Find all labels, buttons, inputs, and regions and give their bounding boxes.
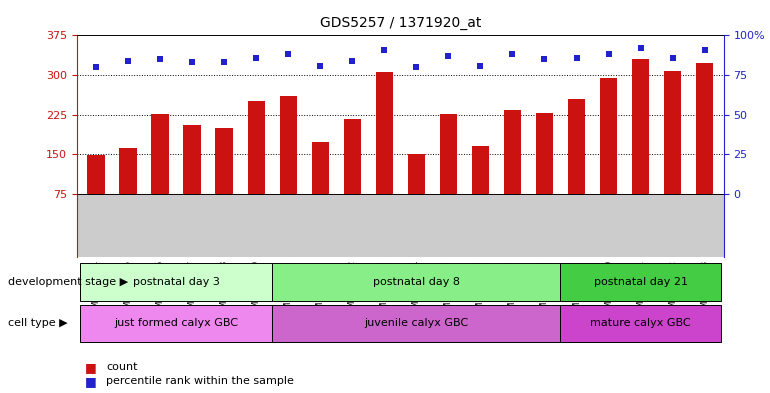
Text: count: count (106, 362, 138, 373)
Bar (77, 194, 724, 257)
Bar (88, 155, 105, 194)
Bar (536, 113, 554, 194)
Point (634, 45, 647, 51)
Bar (247, 101, 265, 194)
Text: juvenile calyx GBC: juvenile calyx GBC (364, 318, 468, 328)
Text: percentile rank within the sample: percentile rank within the sample (106, 376, 294, 386)
Point (698, 46, 711, 53)
Point (507, 51, 519, 57)
Point (538, 56, 551, 62)
Point (314, 62, 326, 69)
Bar (504, 110, 521, 194)
Point (282, 51, 294, 57)
Point (154, 56, 166, 62)
Point (90, 64, 102, 70)
Point (122, 58, 135, 64)
Point (218, 59, 230, 66)
Bar (407, 154, 425, 194)
Text: postnatal day 3: postnatal day 3 (132, 277, 219, 287)
Bar (119, 148, 137, 194)
Bar (343, 119, 361, 194)
Point (410, 64, 423, 70)
Point (474, 62, 487, 69)
Point (602, 51, 614, 57)
Bar (600, 78, 618, 194)
Text: ■: ■ (85, 361, 96, 374)
Bar (472, 146, 489, 194)
Point (346, 58, 359, 64)
Point (571, 55, 583, 61)
Point (186, 59, 199, 66)
Text: cell type ▶: cell type ▶ (8, 318, 67, 328)
Bar (440, 114, 457, 194)
Point (378, 46, 390, 53)
Bar (631, 59, 649, 194)
Bar (696, 63, 713, 194)
Bar (664, 71, 681, 194)
Bar (183, 125, 201, 194)
Bar (312, 142, 329, 194)
Text: postnatal day 8: postnatal day 8 (373, 277, 460, 287)
Text: development stage ▶: development stage ▶ (8, 277, 128, 287)
Text: ■: ■ (85, 375, 96, 388)
Point (666, 55, 678, 61)
Point (250, 55, 263, 61)
Point (442, 53, 454, 59)
Bar (152, 114, 169, 194)
Bar (280, 96, 297, 194)
Text: postnatal day 21: postnatal day 21 (594, 277, 688, 287)
Bar (567, 99, 585, 194)
Bar (216, 128, 233, 194)
Text: GDS5257 / 1371920_at: GDS5257 / 1371920_at (320, 16, 481, 30)
Bar (376, 72, 393, 194)
Text: just formed calyx GBC: just formed calyx GBC (114, 318, 238, 328)
Text: mature calyx GBC: mature calyx GBC (591, 318, 691, 328)
